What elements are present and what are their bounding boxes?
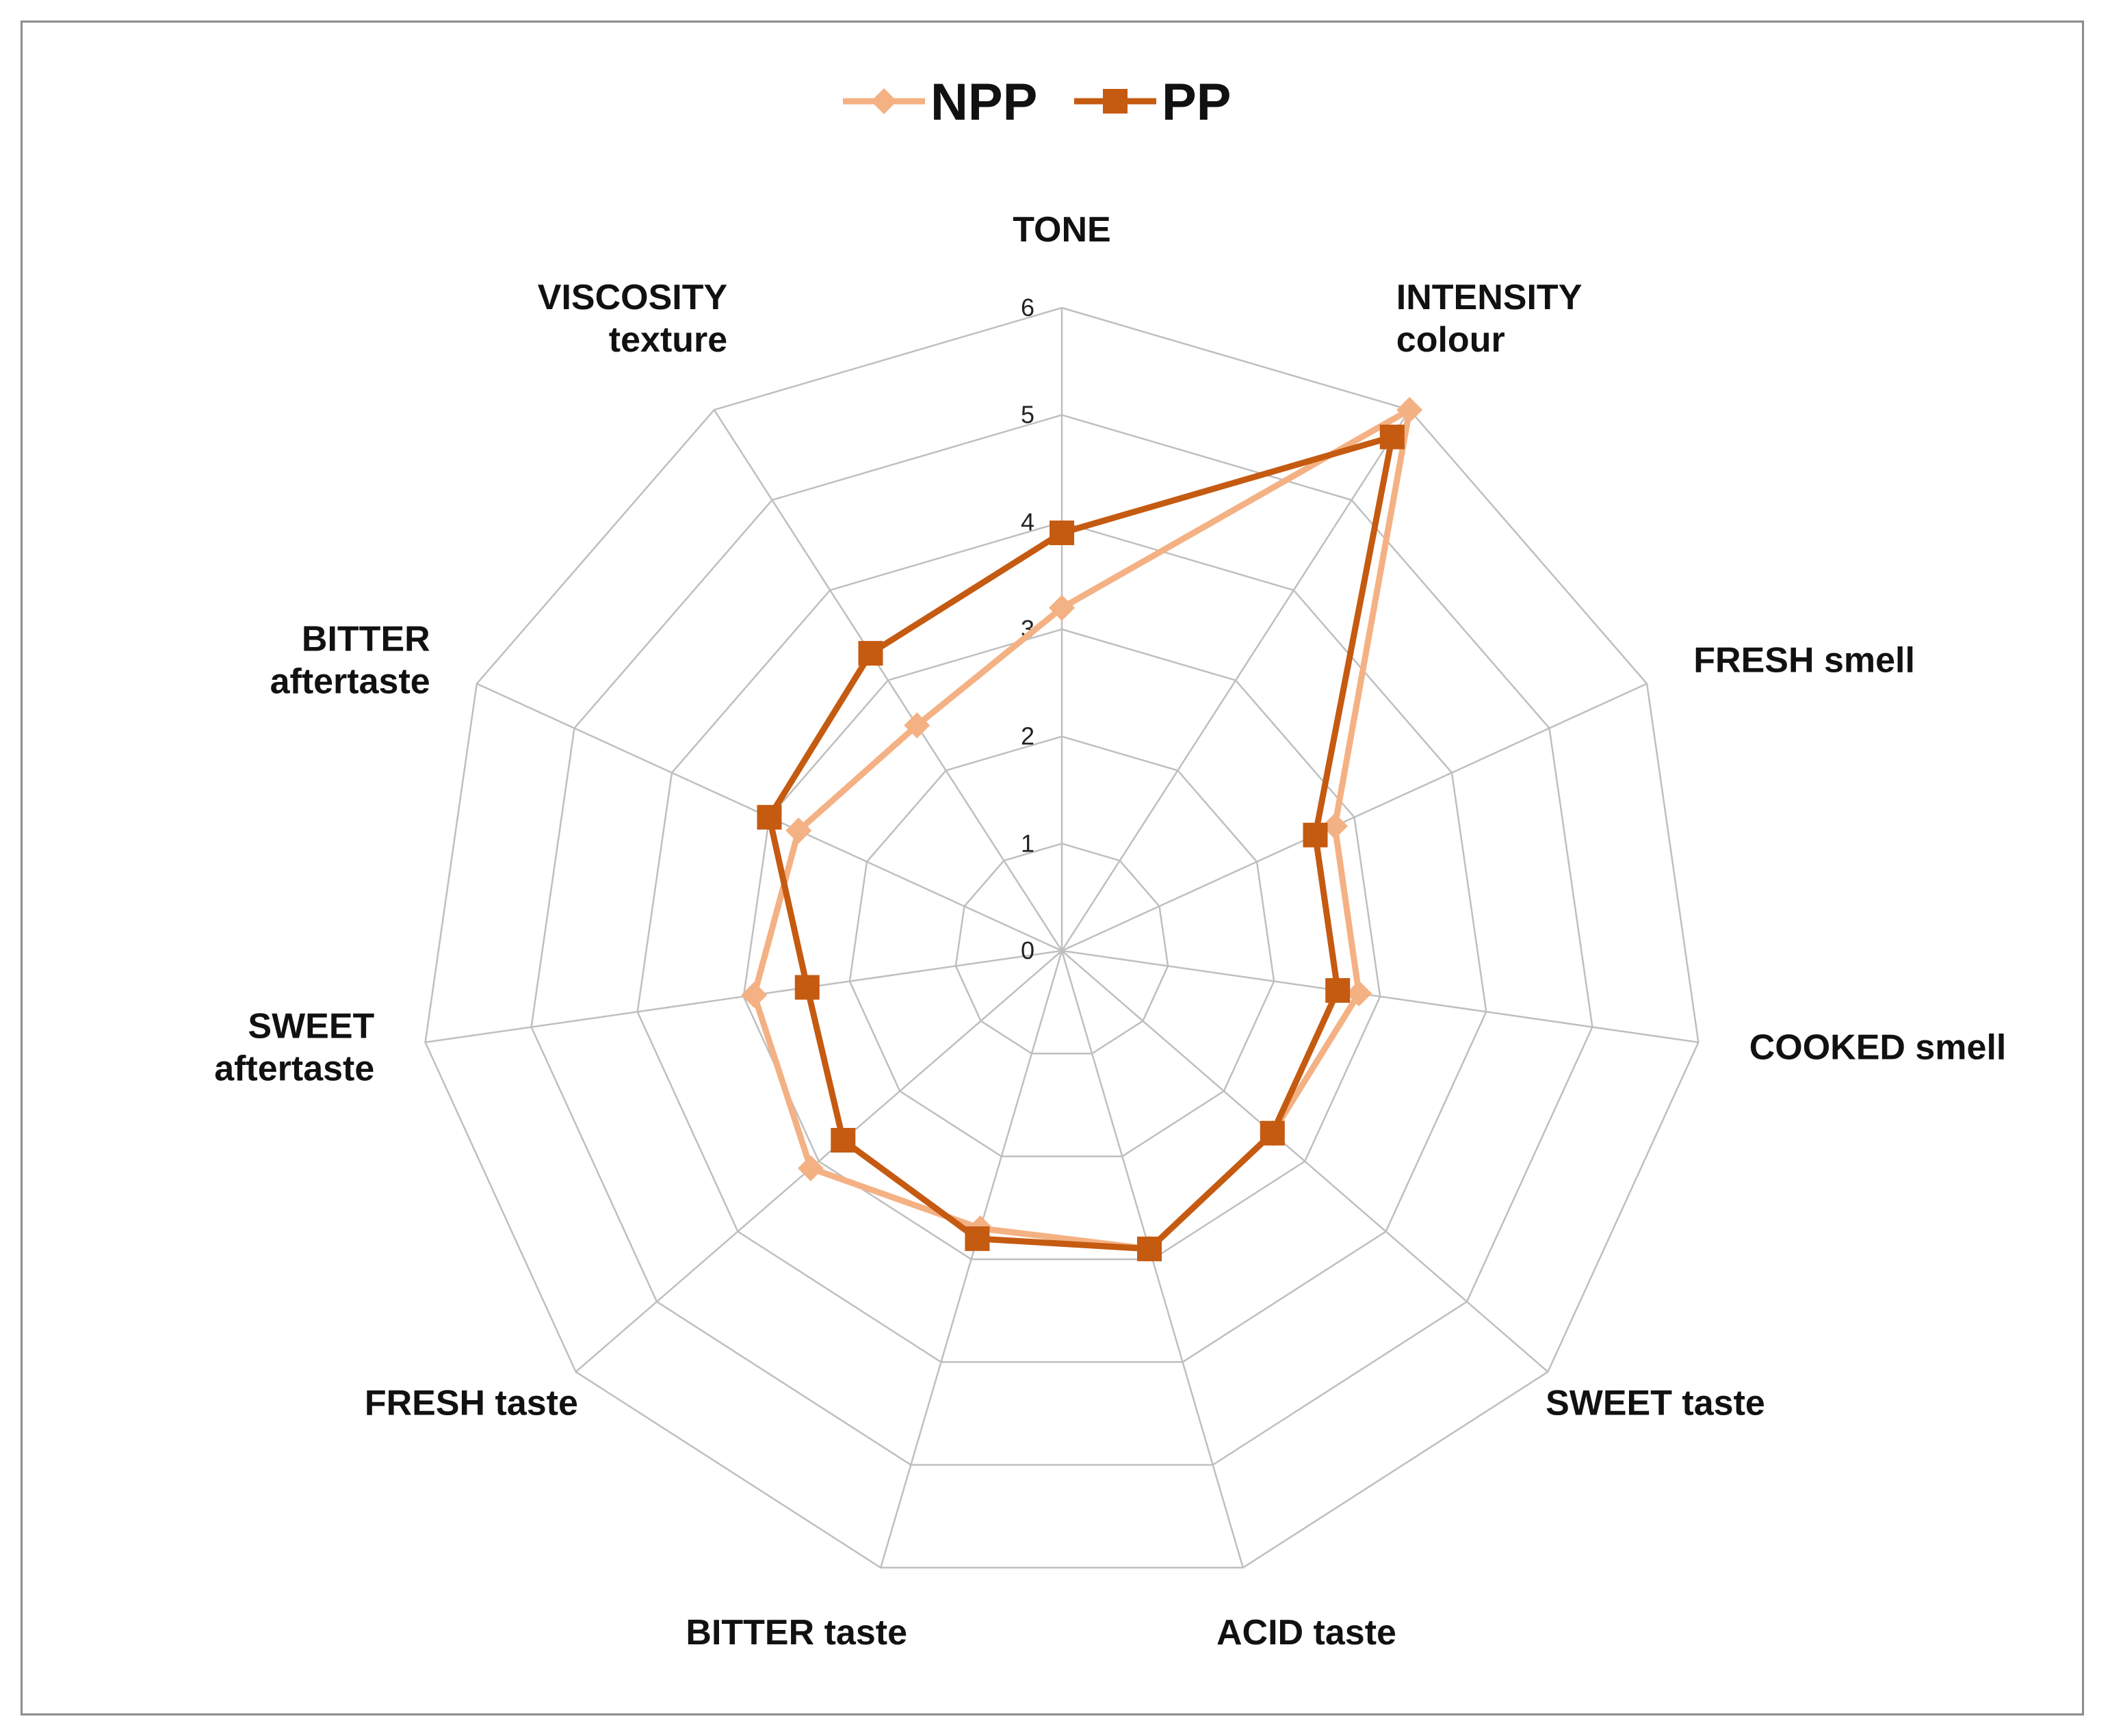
tick-label-6: 6 — [1021, 293, 1034, 321]
point-npp-9 — [785, 817, 812, 844]
spoke-4 — [1061, 950, 1549, 1373]
tick-label-2: 2 — [1021, 722, 1034, 750]
category-label-3: COOKED smell — [1749, 1027, 2007, 1067]
category-labels: TONE INTENSITY colour FRESH smell COOKED sme… — [214, 210, 2006, 1653]
point-npp-2 — [1322, 813, 1349, 839]
legend-label-pp: PP — [1162, 73, 1231, 131]
point-npp-1 — [1396, 397, 1423, 423]
grid-ring-5 — [530, 414, 1593, 1466]
point-npp-8 — [741, 982, 768, 1008]
category-label-6: BITTER taste — [686, 1613, 907, 1653]
category-label-1: INTENSITY colour — [1396, 278, 1582, 360]
point-pp-6 — [965, 1226, 990, 1251]
point-npp-0 — [1049, 594, 1075, 621]
point-npp-3 — [1346, 980, 1372, 1007]
category-label-5: ACID taste — [1216, 1613, 1396, 1653]
grid-ring-6 — [424, 306, 1699, 1569]
spoke-7 — [575, 950, 1063, 1373]
point-pp-5 — [1137, 1236, 1162, 1261]
spoke-2 — [1061, 683, 1647, 952]
point-pp-9 — [757, 804, 782, 830]
legend: NPP PP — [843, 73, 1231, 131]
point-pp-7 — [831, 1128, 856, 1153]
category-label-2: FRESH smell — [1693, 640, 1915, 680]
series-line-pp — [766, 434, 1396, 1252]
series-line-npp — [751, 406, 1413, 1252]
category-label-4: SWEET taste — [1546, 1384, 1765, 1423]
point-pp-3 — [1325, 978, 1351, 1003]
point-pp-10 — [858, 641, 883, 666]
spoke-10 — [713, 409, 1063, 951]
legend-entry-npp: NPP — [843, 73, 1037, 131]
grid-ring-3 — [742, 628, 1381, 1261]
radar-grid — [424, 306, 1699, 1569]
series-group — [741, 397, 1423, 1262]
category-label-7: FRESH taste — [365, 1384, 578, 1423]
tick-label-5: 5 — [1021, 401, 1034, 429]
grid-ring-2 — [848, 735, 1275, 1157]
tick-label-4: 4 — [1021, 508, 1034, 536]
point-pp-0 — [1050, 521, 1074, 545]
grid-ring-1 — [954, 842, 1169, 1055]
tick-label-0: 0 — [1021, 936, 1034, 964]
spoke-1 — [1060, 409, 1411, 951]
legend-marker-npp — [871, 88, 897, 114]
legend-label-npp: NPP — [930, 73, 1037, 131]
point-pp-4 — [1260, 1120, 1285, 1146]
point-pp-2 — [1303, 822, 1328, 847]
point-npp-7 — [797, 1155, 824, 1182]
spoke-3 — [1061, 949, 1699, 1044]
series-pp — [757, 424, 1405, 1261]
legend-marker-pp — [1103, 89, 1128, 114]
point-npp-10 — [904, 712, 930, 739]
chart-frame — [21, 21, 2084, 1715]
spoke-6 — [880, 950, 1063, 1568]
legend-entry-pp: PP — [1074, 73, 1231, 131]
category-label-9: BITTER aftertaste — [270, 619, 430, 701]
grid-ring-4 — [636, 521, 1487, 1363]
category-label-10: VISCOSITY texture — [538, 278, 727, 360]
point-pp-8 — [794, 975, 820, 1000]
category-label-8: SWEET aftertaste — [214, 1006, 374, 1088]
tick-label-1: 1 — [1021, 829, 1034, 857]
category-label-0: TONE — [1013, 210, 1111, 250]
point-pp-1 — [1379, 424, 1405, 449]
